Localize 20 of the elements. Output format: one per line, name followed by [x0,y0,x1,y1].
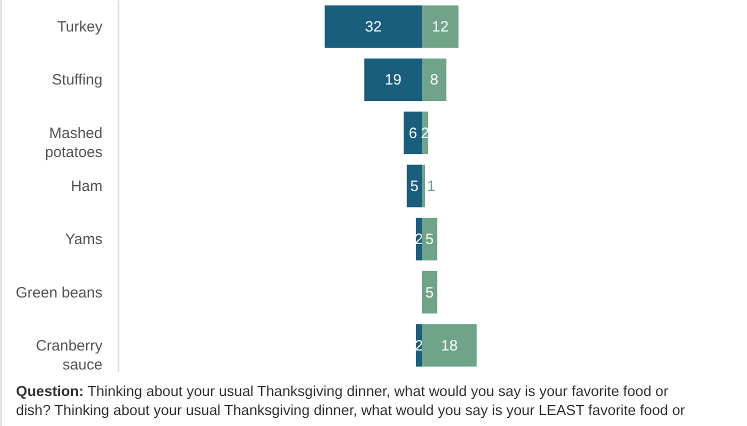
y-tick-label: Ham [70,178,102,195]
y-tick-label: Stuffing [52,72,102,89]
data-label: 19 [384,72,402,89]
text: Question: Thinking about your usual Thanksgiving dinner, what would you say is your favorite food or dish? Thinking about your usual Thanksgiving dinner, what would you say is your LEAST favorite food or [16,383,686,421]
data-label: 12 [432,18,449,36]
data-label: 5 [410,178,419,195]
data-label: 6 [408,124,418,142]
data-label: 18 [441,337,458,354]
y-tick-label: Turkey [57,18,103,36]
y-tick-label: Green beans [16,284,102,302]
data-label: 1 [427,178,436,195]
data-label: 8 [430,72,438,89]
y-tick-label: Mashed potatoes [44,124,102,161]
data-label: 5 [425,231,434,248]
data-label: 32 [365,18,382,36]
y-tick-label: Cranberry sauce [36,337,103,374]
bar [422,164,426,208]
bar [422,271,438,314]
y-tick-label: Yams [65,231,102,248]
data-label: 5 [425,284,434,302]
